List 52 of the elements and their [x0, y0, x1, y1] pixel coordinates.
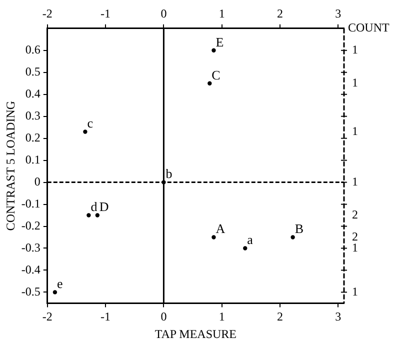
text: 2	[352, 207, 358, 222]
y-tick-label: -0.5	[21, 284, 40, 298]
series-label: B	[294, 221, 304, 236]
x2-tick-label: 1	[218, 6, 225, 20]
point	[52, 290, 58, 294]
x-tick-label: 1	[218, 310, 225, 324]
x-tick-label: 0	[160, 310, 167, 324]
x-tick-label: 2	[277, 310, 284, 324]
y-tick-label: 0.5	[25, 64, 40, 79]
y-tick-label: 0	[34, 174, 40, 188]
point	[83, 130, 88, 134]
y-tick-label: 0.3	[25, 108, 40, 122]
series-label: a	[247, 232, 254, 248]
x2-tick-label: 0	[160, 6, 167, 20]
series-label: C	[212, 67, 220, 82]
y-tick-label: 0.1	[25, 152, 40, 166]
x2-tick-label: 2	[277, 6, 284, 20]
point	[212, 48, 216, 52]
x-tick-label: 3	[335, 310, 342, 324]
point	[243, 246, 248, 250]
series-label: A	[216, 221, 226, 236]
x2-tick-label: 3	[335, 6, 342, 20]
text: COUNT	[348, 20, 390, 35]
series-label: c	[87, 116, 94, 131]
x-axis-title: TAP MEASURE	[154, 326, 237, 341]
point	[95, 213, 100, 218]
y-tick-label: 0.6	[25, 42, 40, 57]
y-tick-label: 0.2	[25, 130, 40, 144]
x-tick-label: -1	[100, 310, 111, 324]
text: 1	[352, 284, 358, 298]
series-label: b	[166, 166, 172, 182]
text: 1	[352, 124, 358, 138]
series-label: D	[99, 199, 109, 214]
point	[212, 235, 216, 240]
text: 1	[352, 42, 358, 57]
text: 1	[352, 76, 358, 90]
point	[208, 81, 212, 86]
text: 1	[352, 174, 358, 188]
series-label: E	[216, 34, 224, 50]
point	[290, 235, 295, 240]
y-tick-label: 0.4	[25, 86, 40, 101]
series-label: d	[90, 199, 98, 214]
point	[86, 213, 91, 218]
x-tick-label: -2	[42, 310, 52, 324]
y-tick-label: -0.3	[21, 240, 40, 254]
x2-tick-label: -1	[100, 6, 111, 20]
y-tick-label: -0.4	[21, 262, 40, 276]
series-label: e	[56, 276, 63, 292]
y-tick-label: -0.1	[21, 196, 40, 210]
y-tick-label: -0.2	[21, 218, 40, 232]
x2-tick-label: -2	[42, 6, 52, 20]
y-axis-title: CONTRAST 5 LOADING	[3, 100, 18, 231]
